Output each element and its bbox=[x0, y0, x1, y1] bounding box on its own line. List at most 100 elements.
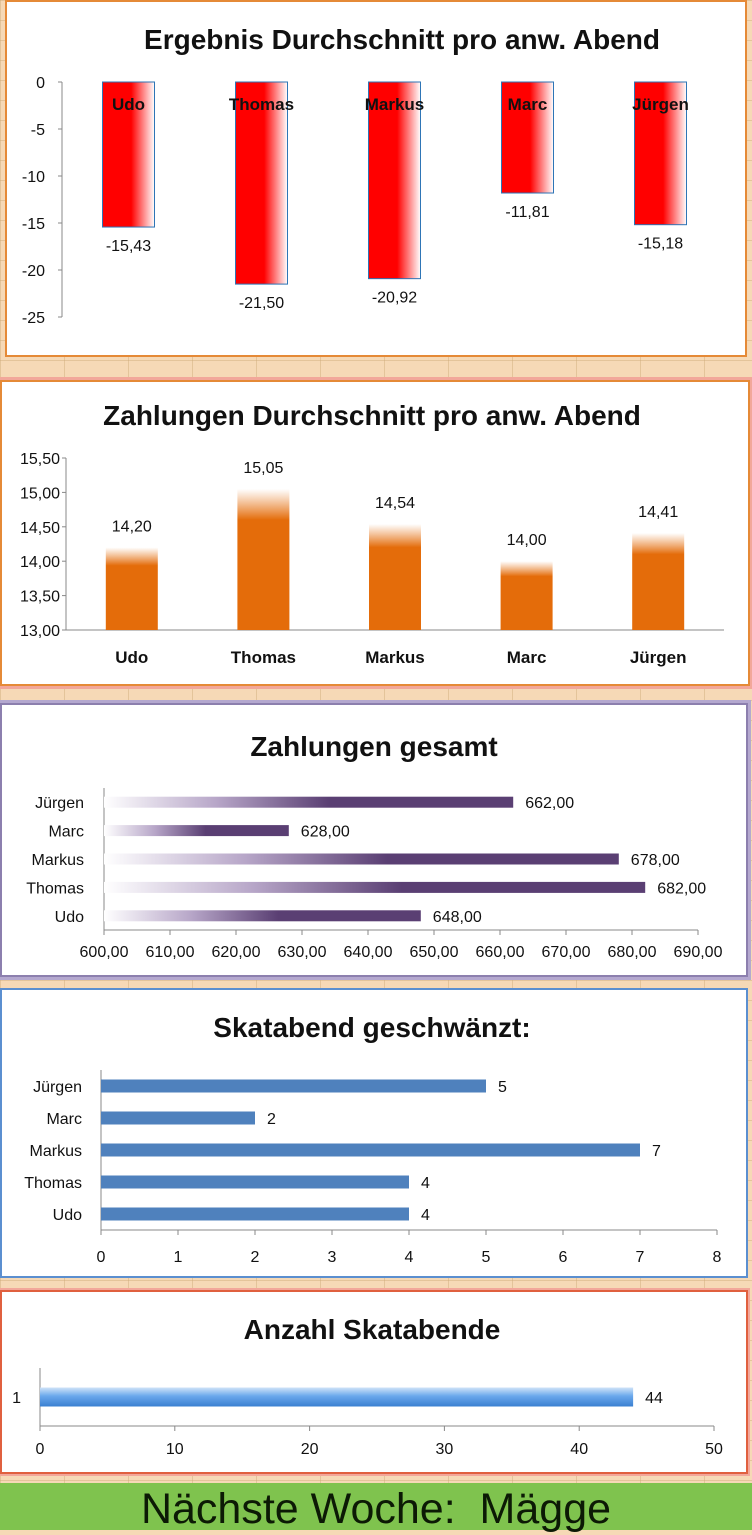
x-tick-label: 30 bbox=[436, 1441, 454, 1458]
data-label: 682,00 bbox=[657, 880, 706, 897]
category-label: Marc bbox=[48, 824, 84, 841]
chart-title: Zahlungen Durchschnitt pro anw. Abend bbox=[103, 400, 641, 431]
ergebnis-chart-panel[interactable]: Ergebnis Durchschnitt pro anw. Abend 0 -5 -… bbox=[5, 0, 747, 357]
category-label: Udo bbox=[53, 1207, 82, 1224]
x-tick-label: 40 bbox=[570, 1441, 588, 1458]
bar bbox=[105, 547, 158, 630]
geschwaenzt-chart-panel[interactable]: Skatabend geschwänzt: 0 1 2 3 4 5 6 7 8 5 Jürgen 2 Ma… bbox=[0, 988, 748, 1278]
x-tick-label: 4 bbox=[405, 1249, 414, 1266]
category-label: 1 bbox=[12, 1390, 21, 1407]
bar bbox=[634, 81, 687, 226]
data-label: 678,00 bbox=[631, 852, 680, 869]
x-tick-label: 2 bbox=[251, 1249, 260, 1266]
category-label: Udo bbox=[55, 909, 84, 926]
category-label: Jürgen bbox=[33, 1079, 82, 1096]
x-tick-label: 600,00 bbox=[80, 944, 129, 961]
category-label: Thomas bbox=[26, 880, 84, 897]
data-label: 662,00 bbox=[525, 795, 574, 812]
y-tick-label: -20 bbox=[22, 263, 45, 280]
category-label: Markus bbox=[365, 648, 425, 667]
data-label: 7 bbox=[652, 1143, 661, 1160]
x-tick-label: 8 bbox=[713, 1249, 722, 1266]
x-tick-label: 620,00 bbox=[212, 944, 261, 961]
bar bbox=[101, 1111, 255, 1125]
bar bbox=[40, 1387, 634, 1407]
category-label: Marc bbox=[507, 648, 547, 667]
data-label: 14,00 bbox=[507, 532, 547, 549]
category-label: Thomas bbox=[229, 95, 294, 114]
category-label: Jürgen bbox=[632, 95, 689, 114]
x-tick-label: 690,00 bbox=[674, 944, 723, 961]
bar bbox=[500, 561, 553, 630]
zahlungen-gesamt-chart-panel[interactable]: Zahlungen gesamt 600,00 610,00 620,00 630,00… bbox=[0, 703, 748, 977]
data-label: 2 bbox=[267, 1111, 276, 1128]
bar bbox=[104, 910, 421, 922]
x-tick-label: 50 bbox=[705, 1441, 723, 1458]
bar bbox=[102, 81, 155, 228]
data-label: -15,18 bbox=[638, 236, 683, 253]
chart-title: Ergebnis Durchschnitt pro anw. Abend bbox=[144, 24, 660, 55]
data-label: -11,81 bbox=[505, 204, 549, 221]
bar bbox=[501, 81, 554, 194]
data-label: -20,92 bbox=[372, 290, 417, 307]
data-label: 14,20 bbox=[112, 518, 152, 535]
category-label: Jürgen bbox=[630, 648, 687, 667]
y-tick-label: -15 bbox=[22, 216, 45, 233]
x-tick-label: 5 bbox=[482, 1249, 491, 1266]
x-tick-label: 3 bbox=[328, 1249, 337, 1266]
category-label: Thomas bbox=[231, 648, 296, 667]
data-label: 15,05 bbox=[243, 460, 283, 477]
chart-title: Anzahl Skatabende bbox=[244, 1314, 501, 1345]
zahlungen-gesamt-chart: Zahlungen gesamt 600,00 610,00 620,00 630,00… bbox=[26, 731, 723, 961]
data-label: -15,43 bbox=[106, 238, 151, 255]
chart-title: Zahlungen gesamt bbox=[250, 731, 497, 762]
x-tick-label: 680,00 bbox=[608, 944, 657, 961]
bar bbox=[369, 524, 421, 630]
category-label: Udo bbox=[115, 648, 148, 667]
y-tick-label: 14,50 bbox=[20, 520, 60, 537]
skatabende-chart-panel[interactable]: Anzahl Skatabende 0 10 20 30 40 50 44 1 bbox=[0, 1290, 748, 1474]
x-tick-label: 660,00 bbox=[476, 944, 525, 961]
bar bbox=[101, 1079, 486, 1093]
y-tick-label: -5 bbox=[31, 122, 45, 139]
bar bbox=[235, 81, 288, 285]
data-label: 5 bbox=[498, 1079, 507, 1096]
category-label: Markus bbox=[365, 95, 425, 114]
data-label: 628,00 bbox=[301, 824, 350, 841]
bar bbox=[104, 881, 646, 893]
bar bbox=[104, 825, 289, 837]
x-tick-label: 1 bbox=[174, 1249, 183, 1266]
data-label: 4 bbox=[421, 1175, 430, 1192]
data-label: 14,41 bbox=[638, 504, 678, 521]
x-tick-label: 670,00 bbox=[542, 944, 591, 961]
category-label: Udo bbox=[112, 95, 145, 114]
category-label: Marc bbox=[508, 95, 548, 114]
category-label: Thomas bbox=[24, 1175, 82, 1192]
y-tick-label: 13,50 bbox=[20, 589, 60, 606]
data-label: 4 bbox=[421, 1207, 430, 1224]
x-tick-label: 0 bbox=[97, 1249, 106, 1266]
x-tick-label: 630,00 bbox=[278, 944, 327, 961]
x-tick-label: 610,00 bbox=[146, 944, 195, 961]
geschwaenzt-chart: Skatabend geschwänzt: 0 1 2 3 4 5 6 7 8 5 Jürgen 2 Ma… bbox=[24, 1012, 722, 1266]
bar bbox=[101, 1175, 409, 1189]
y-tick-label: 15,50 bbox=[20, 451, 60, 468]
bar bbox=[101, 1207, 409, 1221]
category-label: Marc bbox=[46, 1111, 82, 1128]
x-tick-label: 20 bbox=[301, 1441, 319, 1458]
data-label: 648,00 bbox=[433, 909, 482, 926]
x-tick-label: 0 bbox=[36, 1441, 45, 1458]
category-label: Markus bbox=[30, 1143, 82, 1160]
bar bbox=[237, 488, 290, 630]
bar bbox=[632, 532, 685, 630]
category-label: Markus bbox=[32, 852, 84, 869]
y-tick-label: 13,00 bbox=[20, 623, 60, 640]
zahlungen-avg-chart-panel[interactable]: Zahlungen Durchschnitt pro anw. Abend 15,… bbox=[0, 380, 750, 686]
y-tick-label: 0 bbox=[36, 75, 45, 92]
chart-title: Skatabend geschwänzt: bbox=[213, 1012, 530, 1043]
data-label: 44 bbox=[645, 1390, 663, 1407]
x-tick-label: 6 bbox=[559, 1249, 568, 1266]
x-tick-label: 640,00 bbox=[344, 944, 393, 961]
x-tick-label: 7 bbox=[636, 1249, 645, 1266]
y-tick-label: 15,00 bbox=[20, 485, 60, 502]
